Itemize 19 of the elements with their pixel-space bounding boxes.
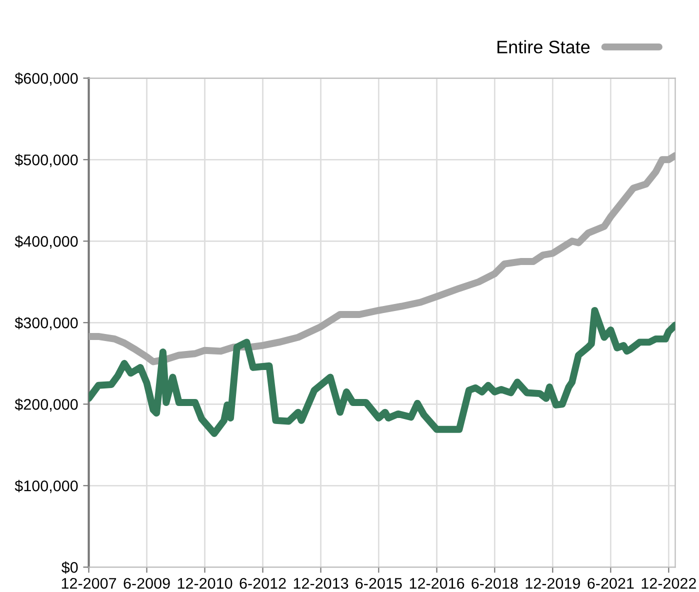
x-tick-label: 12-2007 [62, 578, 116, 589]
x-tick-label: 6-2018 [472, 578, 518, 589]
y-tick-label: $300,000 [14, 316, 78, 330]
x-tick-label: 6-2009 [124, 578, 170, 589]
x-tick-label: 6-2015 [356, 578, 402, 589]
y-tick-label: $400,000 [14, 235, 78, 249]
x-tick-label: 12-2016 [410, 578, 464, 589]
y-tick-label: $100,000 [14, 480, 78, 494]
y-tick-label: $200,000 [14, 398, 78, 412]
x-tick-label: 6-2012 [240, 578, 286, 589]
legend-label: Entire State [498, 40, 590, 54]
x-tick-label: 6-2021 [588, 578, 634, 589]
y-tick-label: $0 [62, 561, 78, 574]
x-tick-label: 12-2022 [642, 578, 696, 589]
y-tick-label: $500,000 [14, 154, 78, 168]
x-tick-label: 12-2019 [526, 578, 580, 589]
x-tick-label: 12-2013 [294, 578, 348, 589]
y-tick-label: $600,000 [14, 72, 78, 86]
x-tick-label: 12-2010 [178, 578, 232, 589]
